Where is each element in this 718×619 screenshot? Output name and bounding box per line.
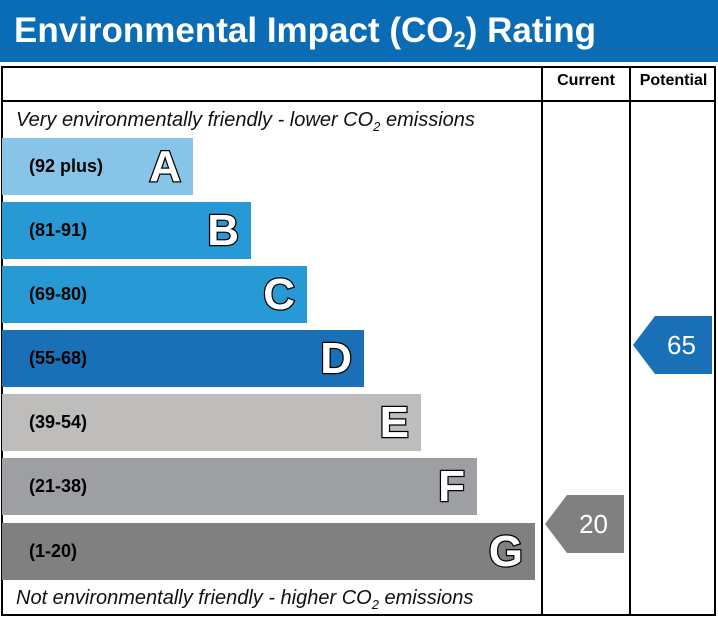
- band-range-label: (69-80): [29, 284, 88, 304]
- potential-column-header: Potential: [639, 72, 708, 89]
- band-range-label: (81-91): [29, 220, 88, 240]
- header-divider: [1, 100, 716, 102]
- potential-rating-value: 65: [667, 330, 696, 360]
- band-letter: F: [437, 461, 466, 513]
- band-letter: D: [319, 333, 353, 385]
- potential-rating-arrow: 65: [633, 316, 712, 374]
- band-bar-d: (55-68) D: [2, 330, 364, 387]
- band-bar-g: (1-20) G: [2, 523, 535, 580]
- band-letter: E: [378, 397, 410, 449]
- band-bar-f: (21-38) F: [2, 458, 477, 515]
- band-range-label: (92 plus): [29, 156, 104, 176]
- band-range-label: (21-38): [29, 476, 88, 496]
- band-letter: C: [262, 269, 296, 321]
- band-range-label: (55-68): [29, 348, 88, 368]
- band-letter: B: [206, 205, 240, 257]
- bottom-note: Not environmentally friendly - higher CO…: [16, 587, 474, 612]
- column-divider: [629, 66, 631, 616]
- band-range-label: (1-20): [29, 541, 78, 561]
- band-bar-b: (81-91) B: [2, 202, 251, 259]
- top-note: Very environmentally friendly - lower CO…: [16, 109, 475, 134]
- column-divider: [541, 66, 543, 616]
- band-bar-c: (69-80) C: [2, 266, 307, 323]
- band-letter: A: [148, 141, 182, 193]
- band-letter: G: [488, 526, 525, 578]
- current-column-header: Current: [557, 72, 615, 89]
- current-rating-value: 20: [579, 509, 608, 539]
- band-bar-a: (92 plus) A: [2, 138, 193, 195]
- band-range-label: (39-54): [29, 412, 88, 432]
- band-bar-e: (39-54) E: [2, 394, 421, 451]
- chart-title: Environmental Impact (CO2) Rating: [0, 0, 718, 62]
